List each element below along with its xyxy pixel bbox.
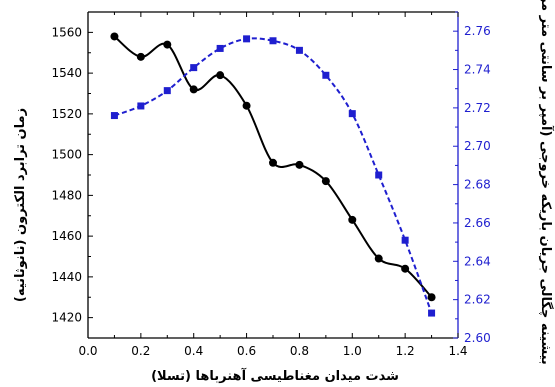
x-tick-label: 0.0 — [78, 344, 97, 358]
y-left-tick-label: 1480 — [51, 188, 82, 202]
y-right-tick-label: 2.62 — [464, 293, 491, 307]
y-left-tick-label: 1460 — [51, 229, 82, 243]
x-tick-label: 0.8 — [290, 344, 309, 358]
data-point-circle — [295, 160, 304, 169]
x-tick-label: 1.4 — [448, 344, 467, 358]
axes — [87, 11, 459, 339]
chart-marks — [110, 32, 436, 317]
data-point-circle — [374, 254, 383, 263]
x-tick-label: 1.0 — [343, 344, 362, 358]
data-point-square — [375, 171, 383, 179]
data-point-square — [428, 309, 436, 317]
data-point-circle — [216, 71, 225, 80]
y-right-tick-label: 2.70 — [464, 139, 491, 153]
y-right-tick-label: 2.74 — [464, 63, 491, 77]
y-right-tick-label: 2.72 — [464, 101, 491, 115]
y-left-tick-label: 1500 — [51, 148, 82, 162]
data-point-square — [322, 71, 330, 79]
x-tick-label: 1.2 — [396, 344, 415, 358]
left-axis-title: زمان ترابرد الکترون (نانوثانیه) — [13, 108, 28, 302]
series-line-transit-time — [113, 35, 433, 298]
data-point-circle — [401, 264, 410, 273]
right-axis-title: بیشینه چگالی جریان باریکه خروجی (آمپر بر… — [538, 0, 555, 365]
y-left-tick-label: 1540 — [51, 66, 82, 80]
y-left-tick-label: 1420 — [51, 311, 82, 325]
data-point-circle — [242, 101, 251, 110]
y-right-tick-label: 2.76 — [464, 24, 491, 38]
y-left-tick-label: 1520 — [51, 107, 82, 121]
x-tick-label: 0.4 — [184, 344, 203, 358]
y-right-tick-label: 2.60 — [464, 331, 491, 345]
data-point-square — [295, 46, 303, 54]
data-point-square — [163, 87, 171, 95]
data-point-circle — [348, 215, 357, 224]
data-point-square — [269, 37, 277, 45]
data-point-circle — [321, 177, 330, 186]
y-right-tick-label: 2.64 — [464, 254, 491, 268]
y-left-tick-label: 1440 — [51, 270, 82, 284]
data-point-square — [401, 236, 409, 244]
data-point-square — [243, 35, 251, 43]
y-right-tick-label: 2.68 — [464, 178, 491, 192]
tick-labels: 0.0 0.2 0.4 0.6 0.8 1.0 1.2 1.4 1420 1440 1460 1480… — [51, 24, 490, 358]
data-point-circle — [427, 293, 436, 302]
series-line-current-density — [114, 37, 433, 314]
data-point-square — [110, 112, 118, 120]
x-tick-label: 0.6 — [237, 344, 256, 358]
x-tick-label: 0.2 — [131, 344, 150, 358]
data-point-square — [216, 44, 224, 52]
data-point-circle — [136, 52, 145, 61]
data-point-circle — [110, 32, 119, 41]
data-point-square — [190, 64, 198, 72]
y-right-tick-label: 2.66 — [464, 216, 491, 230]
data-point-circle — [163, 40, 172, 49]
data-point-circle — [189, 85, 198, 94]
data-point-square — [348, 110, 356, 118]
data-point-square — [137, 102, 145, 110]
x-axis-title: شدت میدان مغناطیسی آهنرباها (تسلا) — [151, 367, 399, 384]
y-left-tick-label: 1560 — [51, 25, 82, 39]
data-point-circle — [269, 158, 277, 167]
